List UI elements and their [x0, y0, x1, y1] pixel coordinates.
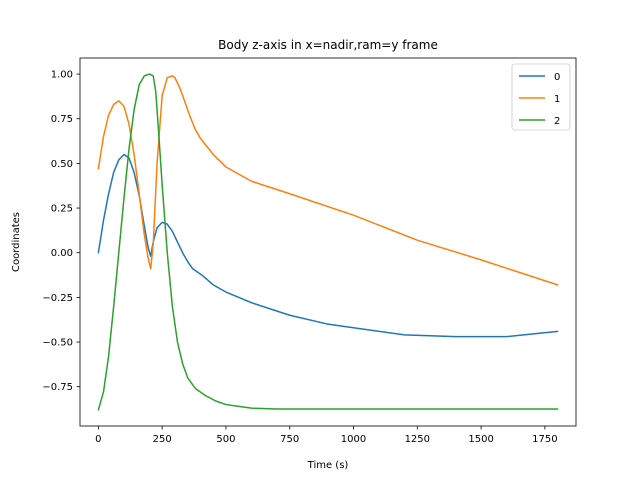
x-tick-label: 750 [280, 434, 299, 445]
y-tick-label: −0.75 [42, 382, 73, 393]
y-tick-label: 0.75 [51, 114, 73, 125]
x-tick-label: 0 [95, 434, 101, 445]
x-tick-label: 1500 [468, 434, 493, 445]
series-line-2 [97, 73, 559, 411]
y-axis-label: Coordinates [11, 212, 22, 272]
x-tick-label: 1250 [405, 434, 430, 445]
legend-label: 1 [554, 94, 560, 105]
y-tick-label: 0.25 [51, 204, 73, 215]
x-axis-label: Time (s) [307, 460, 349, 471]
x-tick-label: 1750 [532, 434, 557, 445]
series-layer [97, 73, 559, 411]
y-tick-label: −0.25 [42, 293, 73, 304]
y-tick-label: 0.00 [51, 248, 73, 259]
chart-title: Body z-axis in x=nadir,ram=y frame [218, 38, 438, 52]
legend-label: 0 [554, 72, 560, 83]
x-tick-label: 250 [153, 434, 172, 445]
x-tick-label: 1000 [341, 434, 366, 445]
y-axis-ticks: −0.75 −0.50 −0.25 0.00 0.25 0.50 0.75 1.00 [42, 70, 80, 393]
y-tick-label: 0.50 [51, 159, 73, 170]
series-line-1 [97, 75, 559, 286]
plot-area-frame [79, 57, 577, 427]
y-tick-label: 1.00 [51, 70, 73, 81]
legend: 0 1 2 [511, 63, 571, 131]
series-line-0 [97, 153, 559, 338]
y-tick-label: −0.50 [42, 338, 73, 349]
legend-box [511, 63, 571, 131]
legend-label: 2 [554, 116, 560, 127]
x-axis-ticks: 0 250 500 750 1000 1250 1500 1750 [95, 426, 558, 445]
x-tick-label: 500 [216, 434, 235, 445]
